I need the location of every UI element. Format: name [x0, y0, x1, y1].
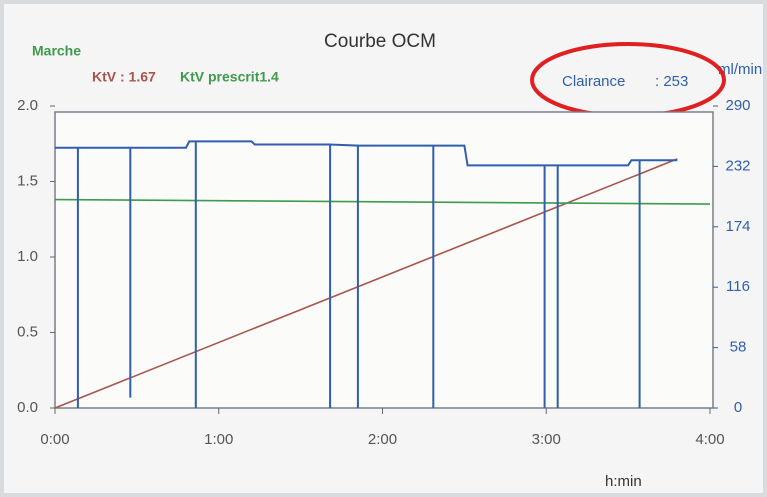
x-tick-label: 1:00	[204, 431, 233, 448]
y2-tick-label: 232	[725, 157, 750, 174]
y-tick-label: 1.0	[17, 248, 38, 265]
legend-entry: KtV prescrit1.4	[180, 69, 279, 85]
plot-area	[54, 111, 714, 409]
x-tick-label: 4:00	[695, 431, 724, 448]
x-tick-label: 2:00	[368, 431, 397, 448]
legend-entry: Clairance	[562, 73, 625, 90]
y2-unit: ml/min	[718, 61, 762, 78]
y-tick-label: 2.0	[17, 97, 38, 114]
y2-tick-label: 0	[734, 399, 742, 416]
y2-tick-label: 290	[725, 97, 750, 114]
x-tick-label: 0:00	[40, 431, 69, 448]
y-tick-label: 0.5	[17, 323, 38, 340]
series-line	[55, 140, 678, 408]
status: Marche	[32, 43, 81, 59]
clairance-value: : 253	[655, 73, 688, 90]
y2-tick-label: 174	[725, 218, 750, 235]
x-tick-label: 3:00	[532, 431, 561, 448]
chart-title: Courbe OCM	[324, 31, 436, 52]
legend-entry: KtV : 1.67	[92, 69, 156, 85]
series-line	[54, 158, 678, 409]
y2-tick-label: 58	[730, 339, 747, 356]
x-axis-label: h:min	[605, 473, 642, 490]
y2-tick-label: 116	[726, 278, 750, 295]
y-tick-label: 0.0	[17, 399, 38, 416]
y-tick-label: 1.5	[17, 172, 38, 189]
series-line	[54, 198, 711, 205]
